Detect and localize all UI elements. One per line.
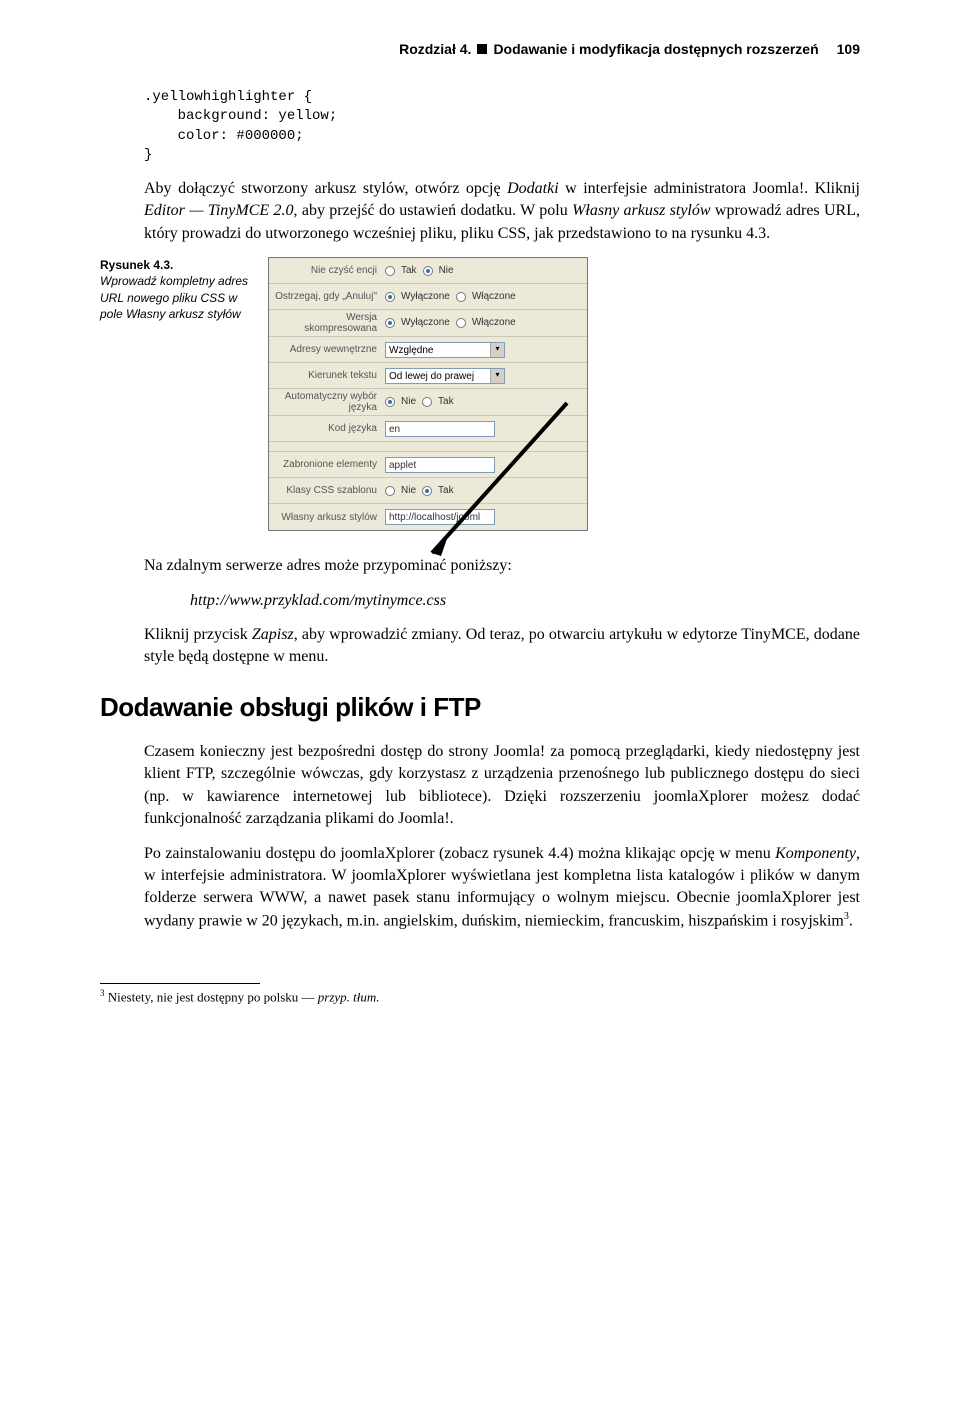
footnote-separator — [100, 983, 260, 984]
text: . — [849, 912, 853, 929]
settings-value: Tak Nie — [385, 264, 581, 278]
footnote-attribution: przyp. tłum. — [318, 989, 380, 1004]
example-url: http://www.przyklad.com/mytinymce.css — [190, 590, 860, 612]
paragraph-5: Po zainstalowaniu dostępu do joomlaXplor… — [144, 843, 860, 933]
text-field[interactable]: applet — [385, 457, 495, 473]
radio-option[interactable] — [423, 266, 433, 276]
header-square-icon — [477, 44, 487, 54]
settings-label: Wersja skompresowana — [275, 312, 385, 334]
figure-4-3: Rysunek 4.3. Wprowadź kompletny adres UR… — [100, 257, 860, 531]
settings-value: applet — [385, 457, 581, 473]
settings-value: Wyłączone Włączone — [385, 316, 581, 330]
radio-label: Nie — [439, 264, 454, 278]
italic-term: Komponenty — [775, 845, 856, 862]
paragraph-4: Czasem konieczny jest bezpośredni dostęp… — [144, 741, 860, 831]
settings-row: Kod językaen — [269, 416, 587, 442]
figure-caption-text: Wprowadź kompletny adres URL nowego plik… — [100, 273, 250, 322]
radio-label: Włączone — [472, 290, 516, 304]
figure-number: Rysunek 4.3. — [100, 257, 250, 273]
settings-label: Automatyczny wybór języka — [275, 391, 385, 413]
settings-row: Wersja skompresowana Wyłączone Włączone — [269, 310, 587, 337]
settings-value: Nie Tak — [385, 395, 581, 409]
radio-label: Tak — [438, 395, 454, 409]
text: Po zainstalowaniu dostępu do joomlaXplor… — [144, 845, 775, 862]
italic-term: Editor — TinyMCE 2.0 — [144, 202, 294, 219]
header-title: Dodawanie i modyfikacja dostępnych rozsz… — [493, 40, 818, 60]
chevron-down-icon: ▾ — [490, 343, 504, 357]
radio-label: Wyłączone — [401, 290, 450, 304]
figure-caption: Rysunek 4.3. Wprowadź kompletny adres UR… — [100, 257, 250, 322]
settings-row: Ostrzegaj, gdy „Anuluj" Wyłączone Włączone — [269, 284, 587, 310]
settings-value: http://localhost/jooml — [385, 509, 581, 525]
settings-value: en — [385, 421, 581, 437]
settings-label: Zabronione elementy — [275, 459, 385, 470]
footnote: 3 Niestety, nie jest dostępny po polsku … — [100, 988, 860, 1006]
settings-value: Względne▾ — [385, 342, 581, 358]
text: , aby przejść do ustawień dodatku. W pol… — [294, 202, 573, 219]
radio-label: Nie — [401, 395, 416, 409]
paragraph-3: Kliknij przycisk Zapisz, aby wprowadzić … — [144, 624, 860, 669]
radio-option[interactable] — [385, 318, 395, 328]
radio-label: Tak — [438, 484, 454, 498]
radio-label: Włączone — [472, 316, 516, 330]
radio-option[interactable] — [385, 292, 395, 302]
italic-term: Własny arkusz stylów — [572, 202, 710, 219]
settings-value: Od lewej do prawej▾ — [385, 368, 581, 384]
spacer-row — [269, 442, 587, 452]
radio-option[interactable] — [385, 397, 395, 407]
page-number: 109 — [837, 40, 860, 60]
settings-label: Kierunek tekstu — [275, 370, 385, 381]
section-heading: Dodawanie obsługi plików i FTP — [100, 689, 860, 725]
settings-panel: Nie czyść encji Tak Nie Ostrzegaj, gdy „Anu… — [268, 257, 588, 531]
radio-label: Nie — [401, 484, 416, 498]
radio-option[interactable] — [456, 318, 466, 328]
italic-term: Dodatki — [507, 180, 559, 197]
footnote-text: Niestety, nie jest dostępny po polsku — — [105, 989, 318, 1004]
radio-option[interactable] — [385, 486, 395, 496]
select-field[interactable]: Od lewej do prawej▾ — [385, 368, 505, 384]
text-field[interactable]: http://localhost/jooml — [385, 509, 495, 525]
settings-label: Nie czyść encji — [275, 265, 385, 276]
radio-label: Tak — [401, 264, 417, 278]
text: Kliknij przycisk — [144, 626, 252, 643]
settings-label: Kod języka — [275, 423, 385, 434]
settings-value: Wyłączone Włączone — [385, 290, 581, 304]
italic-term: Zapisz — [252, 626, 294, 643]
text-field[interactable]: en — [385, 421, 495, 437]
settings-label: Ostrzegaj, gdy „Anuluj" — [275, 291, 385, 302]
settings-row: Kierunek tekstuOd lewej do prawej▾ — [269, 363, 587, 389]
select-field[interactable]: Względne▾ — [385, 342, 505, 358]
settings-row: Adresy wewnętrzneWzględne▾ — [269, 337, 587, 363]
settings-row: Nie czyść encji Tak Nie — [269, 258, 587, 284]
settings-row: Automatyczny wybór języka Nie Tak — [269, 389, 587, 416]
page-header: Rozdział 4. Dodawanie i modyfikacja dost… — [100, 40, 860, 60]
radio-option[interactable] — [456, 292, 466, 302]
settings-label: Adresy wewnętrzne — [275, 344, 385, 355]
chapter-label: Rozdział 4. — [399, 40, 471, 60]
chevron-down-icon: ▾ — [490, 369, 504, 383]
radio-label: Wyłączone — [401, 316, 450, 330]
settings-label: Klasy CSS szablonu — [275, 485, 385, 496]
paragraph-2: Na zdalnym serwerze adres może przypomin… — [144, 555, 860, 577]
radio-option[interactable] — [385, 266, 395, 276]
text: Aby dołączyć stworzony arkusz stylów, ot… — [144, 180, 507, 197]
settings-row: Klasy CSS szablonu Nie Tak — [269, 478, 587, 504]
settings-value: Nie Tak — [385, 484, 581, 498]
settings-row: Własny arkusz stylówhttp://localhost/joo… — [269, 504, 587, 530]
radio-option[interactable] — [422, 486, 432, 496]
code-block: .yellowhighlighter { background: yellow;… — [144, 88, 860, 166]
text: w interfejsie administratora Joomla!. Kl… — [559, 180, 860, 197]
paragraph-1: Aby dołączyć stworzony arkusz stylów, ot… — [144, 178, 860, 245]
settings-row: Zabronione elementyapplet — [269, 452, 587, 478]
radio-option[interactable] — [422, 397, 432, 407]
settings-label: Własny arkusz stylów — [275, 512, 385, 523]
